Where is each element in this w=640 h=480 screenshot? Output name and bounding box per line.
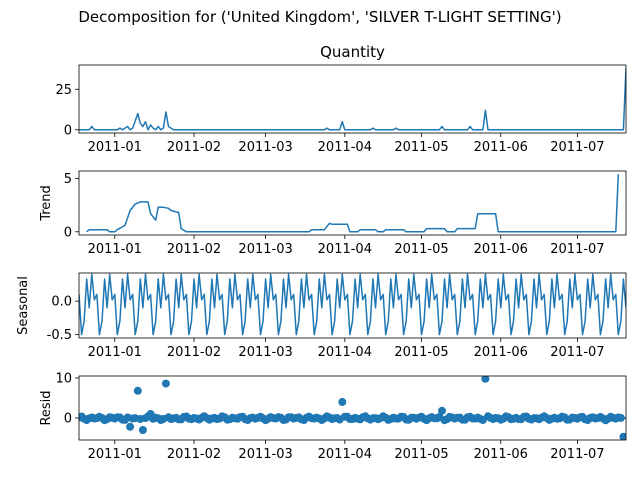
- panel-4: 0 10 2011-01 2011-02 2011-03 2011-04 2011-05 20…: [39, 372, 627, 462]
- x-tick-label: 2011-02: [167, 242, 221, 257]
- panel-title: Quantity: [320, 43, 385, 61]
- plot-area: [86, 174, 620, 233]
- resid-point: [619, 432, 626, 440]
- x-tick-label: 2011-07: [550, 345, 604, 360]
- x-tick-label: 2011-06: [474, 447, 528, 462]
- x-tick-label: 2011-07: [550, 140, 604, 155]
- axes-frame: [78, 272, 627, 339]
- axes-frame: [78, 375, 627, 441]
- x-tick-label: 2011-04: [318, 140, 372, 155]
- x-tick-label: 2011-02: [167, 447, 221, 462]
- x-tick-label: 2011-07: [550, 242, 604, 257]
- x-tick-label: 2011-06: [474, 345, 528, 360]
- x-tick-label: 2011-03: [238, 140, 292, 155]
- x-tick-label: 2011-02: [167, 140, 221, 155]
- plot-area: [79, 273, 626, 336]
- resid-point: [161, 379, 170, 388]
- resid-point: [338, 398, 347, 406]
- resid-point: [481, 376, 490, 383]
- axes-frame: [78, 170, 627, 236]
- x-tick-label: 2011-04: [318, 447, 372, 462]
- x-tick-label: 2011-05: [394, 242, 448, 257]
- y-tick-label: 0: [64, 412, 72, 427]
- series-line: [86, 174, 620, 233]
- y-tick-label: 25: [55, 83, 72, 98]
- y-tick-label: 0: [64, 225, 72, 240]
- x-tick-label: 2011-01: [88, 140, 142, 155]
- x-tick-label: 2011-07: [550, 447, 604, 462]
- y-tick-label: 0: [64, 123, 72, 138]
- y-tick-label: -0.5: [47, 328, 72, 343]
- x-tick-label: 2011-05: [394, 447, 448, 462]
- y-tick-label: 0.0: [51, 295, 72, 310]
- x-tick-label: 2011-03: [238, 345, 292, 360]
- x-tick-label: 2011-02: [167, 345, 221, 360]
- resid-point: [133, 386, 142, 395]
- y-axis-label: Resid: [39, 390, 54, 425]
- x-tick-label: 2011-01: [88, 345, 142, 360]
- x-tick-label: 2011-03: [238, 447, 292, 462]
- x-tick-label: 2011-01: [88, 447, 142, 462]
- y-tick-label: 5: [64, 172, 72, 187]
- x-tick-label: 2011-04: [318, 345, 372, 360]
- x-tick-label: 2011-05: [394, 345, 448, 360]
- x-tick-label: 2011-04: [318, 242, 372, 257]
- y-tick-label: 10: [55, 372, 72, 387]
- panels: 0 25 2011-01 2011-02 2011-03 2011-04 2011-05 20…: [16, 43, 627, 462]
- x-tick-label: 2011-06: [474, 140, 528, 155]
- x-tick-label: 2011-06: [474, 242, 528, 257]
- resid-point: [126, 422, 135, 431]
- plot-area: [79, 68, 626, 131]
- series-line: [79, 68, 626, 131]
- axes-frame: [78, 64, 627, 134]
- panel-3: -0.5 0.0 2011-01 2011-02 2011-03 2011-04 2011-…: [16, 272, 627, 360]
- resid-point: [138, 426, 147, 434]
- plot-area: [79, 376, 626, 440]
- resid-point: [616, 413, 625, 422]
- x-tick-label: 2011-05: [394, 140, 448, 155]
- y-axis-label: Trend: [39, 185, 54, 222]
- x-tick-label: 2011-03: [238, 242, 292, 257]
- resid-point: [438, 406, 446, 415]
- series-line: [79, 273, 626, 336]
- y-axis-label: Seasonal: [16, 276, 31, 335]
- x-tick-label: 2011-01: [88, 242, 142, 257]
- panel-2: 0 5 2011-01 2011-02 2011-03 2011-04 2011-05 201…: [39, 170, 627, 257]
- panel-1: 0 25 2011-01 2011-02 2011-03 2011-04 2011-05 20…: [55, 43, 627, 155]
- figure-suptitle: Decomposition for ('United Kingdom', 'SI…: [78, 8, 561, 26]
